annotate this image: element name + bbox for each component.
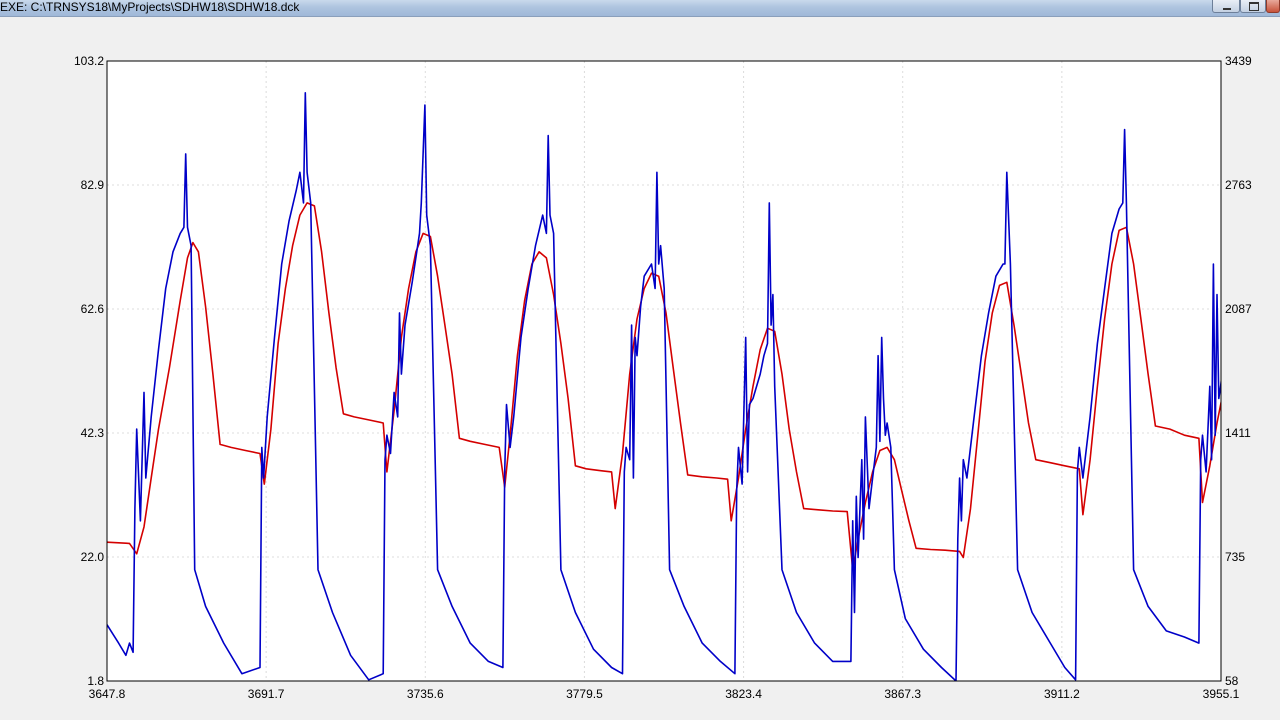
x-tick-label: 3647.8 bbox=[89, 687, 126, 701]
maximize-button[interactable] bbox=[1240, 0, 1266, 13]
y-left-tick-label: 103.2 bbox=[74, 54, 104, 68]
plot-frame bbox=[106, 60, 1222, 682]
window-title: EXE: C:\TRNSYS18\MyProjects\SDHW18\SDHW1… bbox=[0, 0, 300, 14]
x-tick-label: 3691.7 bbox=[248, 687, 285, 701]
x-tick-label: 3779.5 bbox=[566, 687, 603, 701]
y-left-tick-label: 62.6 bbox=[81, 302, 105, 316]
y-left-tick-label: 22.0 bbox=[81, 550, 105, 564]
y-left-tick-label: 82.9 bbox=[81, 178, 105, 192]
y-left-tick-label: 42.3 bbox=[81, 426, 105, 440]
y-right-tick-label: 3439 bbox=[1225, 54, 1252, 68]
series-line-blue bbox=[107, 92, 1221, 681]
grid bbox=[107, 61, 1221, 681]
plot-area bbox=[107, 61, 1221, 681]
y-right-tick-label: 2087 bbox=[1225, 302, 1252, 316]
y-left-tick-label: 1.8 bbox=[87, 674, 104, 688]
y-right-tick-label: 58 bbox=[1225, 674, 1239, 688]
x-tick-label: 3735.6 bbox=[407, 687, 444, 701]
y-right-tick-label: 2763 bbox=[1225, 178, 1252, 192]
x-tick-label: 3955.1 bbox=[1203, 687, 1240, 701]
series-layer bbox=[107, 92, 1221, 681]
y-right-tick-label: 1411 bbox=[1225, 426, 1251, 440]
x-tick-label: 3911.2 bbox=[1044, 687, 1080, 701]
tick-labels: 3647.8 3691.7 3735.6 3779.5 3823.4 3867.3 3911… bbox=[74, 54, 1252, 701]
minimize-button[interactable] bbox=[1212, 0, 1240, 13]
x-tick-label: 3867.3 bbox=[884, 687, 921, 701]
y-right-tick-label: 735 bbox=[1225, 550, 1245, 564]
x-tick-label: 3823.4 bbox=[725, 687, 762, 701]
